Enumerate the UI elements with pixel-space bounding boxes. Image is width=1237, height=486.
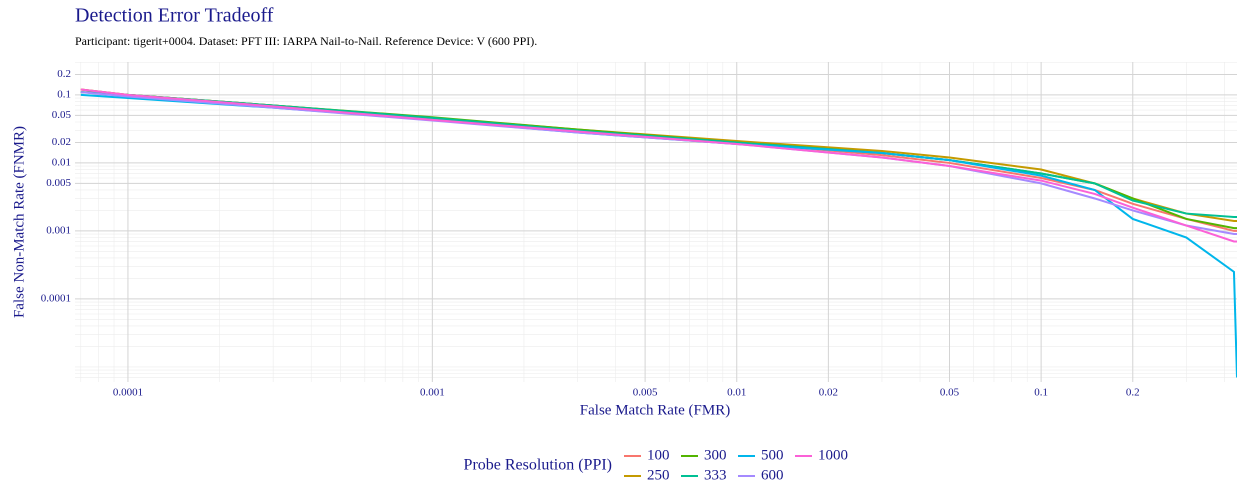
y-tick-label: 0.1: [57, 88, 71, 100]
grid: [75, 62, 1237, 382]
lines: [80, 88, 1237, 378]
legend: 100 250 300 333 500 600 1000: [624, 447, 848, 483]
y-tick-label: 0.01: [52, 156, 71, 168]
series-line: [80, 88, 1237, 232]
y-tick-label: 0.2: [57, 68, 71, 80]
series-line: [80, 88, 1237, 222]
x-tick-label: 0.2: [1126, 387, 1140, 399]
legend-label: 333: [704, 467, 727, 483]
x-tick-label: 0.01: [727, 387, 746, 399]
legend-title: Probe Resolution (PPI): [464, 457, 612, 474]
y-tick-label: 0.001: [46, 224, 71, 236]
x-tick-label: 0.0001: [113, 387, 143, 399]
y-tick-label: 0.0001: [41, 292, 71, 304]
legend-label: 500: [761, 447, 784, 463]
x-tick-label: 0.005: [633, 387, 658, 399]
x-tick-label: 0.05: [940, 387, 960, 399]
x-axis-label: False Match Rate (FMR): [580, 402, 730, 418]
chart-title: Detection Error Tradeoff: [75, 5, 274, 27]
legend-label: 1000: [818, 447, 848, 463]
x-tick-label: 0.02: [819, 387, 838, 399]
y-tick-label: 0.005: [46, 177, 71, 189]
y-tick-label: 0.02: [52, 136, 71, 148]
series-line: [80, 91, 1237, 230]
legend-label: 100: [647, 447, 670, 463]
x-tick-label: 0.1: [1034, 387, 1048, 399]
y-tick-label: 0.05: [52, 109, 72, 121]
legend-label: 250: [647, 467, 670, 483]
x-tick-label: 0.001: [420, 387, 445, 399]
series-line: [80, 88, 1237, 243]
legend-label: 600: [761, 467, 784, 483]
y-axis-label: False Non-Match Rate (FNMR): [11, 126, 27, 318]
legend-label: 300: [704, 447, 727, 463]
chart-subtitle: Participant: tigerit+0004. Dataset: PFT …: [75, 34, 537, 48]
